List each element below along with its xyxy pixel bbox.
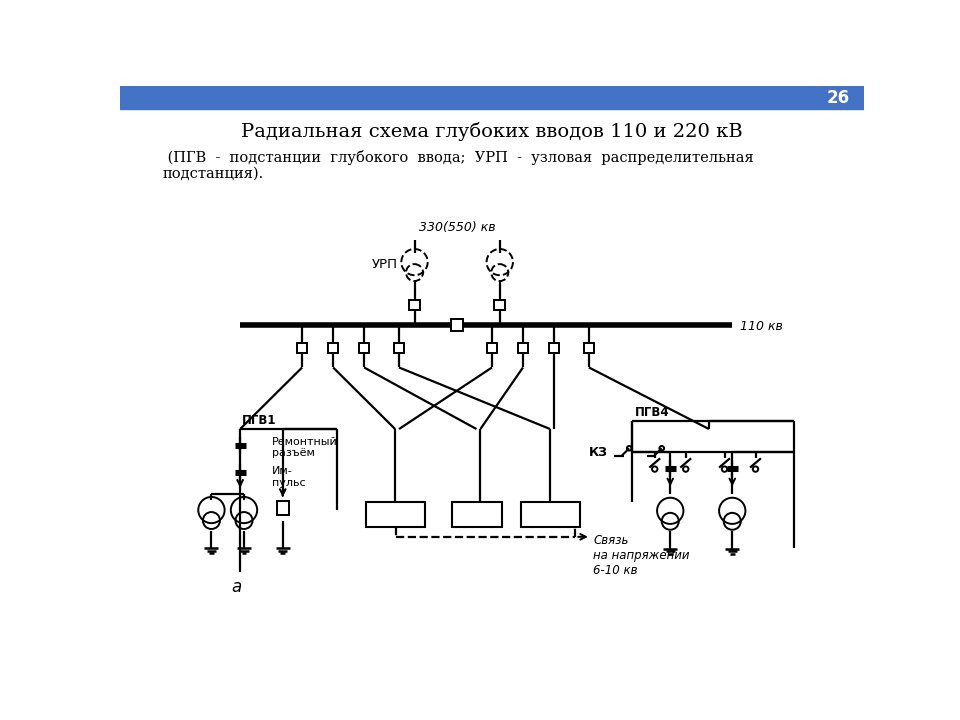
- Bar: [518, 343, 528, 354]
- Text: Им-
пульс: Им- пульс: [272, 466, 305, 487]
- Text: УРП: УРП: [372, 258, 397, 271]
- Bar: [452, 502, 502, 527]
- Text: Связь
на напряжении
6-10 кв: Связь на напряжении 6-10 кв: [593, 534, 689, 577]
- Text: 26: 26: [827, 89, 850, 107]
- Bar: [584, 343, 594, 354]
- Bar: [487, 343, 497, 354]
- Bar: [394, 343, 404, 354]
- Bar: [521, 502, 580, 527]
- Text: ПГВ4: ПГВ4: [636, 406, 670, 419]
- Text: Ремонтный
разъём: Ремонтный разъём: [272, 437, 338, 459]
- Text: а: а: [231, 578, 241, 596]
- Text: ТЭЦ: ТЭЦ: [464, 508, 496, 521]
- Text: Радиальная схема глубоких вводов 110 и 220 кВ: Радиальная схема глубоких вводов 110 и 2…: [241, 122, 743, 140]
- Text: ПГВ1: ПГВ1: [242, 414, 276, 427]
- Text: 110 кв: 110 кв: [740, 320, 782, 333]
- Bar: [451, 320, 463, 331]
- Bar: [359, 343, 370, 354]
- Bar: [328, 343, 338, 354]
- Text: КЗ: КЗ: [588, 446, 608, 459]
- Bar: [494, 300, 505, 310]
- Bar: [549, 343, 559, 354]
- Bar: [120, 86, 864, 109]
- Text: ПГВ2: ПГВ2: [374, 508, 416, 521]
- Text: 330(550) кв: 330(550) кв: [419, 221, 495, 234]
- Bar: [367, 502, 424, 527]
- Bar: [297, 343, 307, 354]
- Text: (ПГВ  -  подстанции  глубокого  ввода;  УРП  -  узловая  распределительная
подст: (ПГВ - подстанции глубокого ввода; УРП -…: [162, 150, 754, 181]
- Bar: [409, 300, 420, 310]
- Bar: [276, 500, 289, 515]
- Text: ПГВ3: ПГВ3: [530, 508, 570, 521]
